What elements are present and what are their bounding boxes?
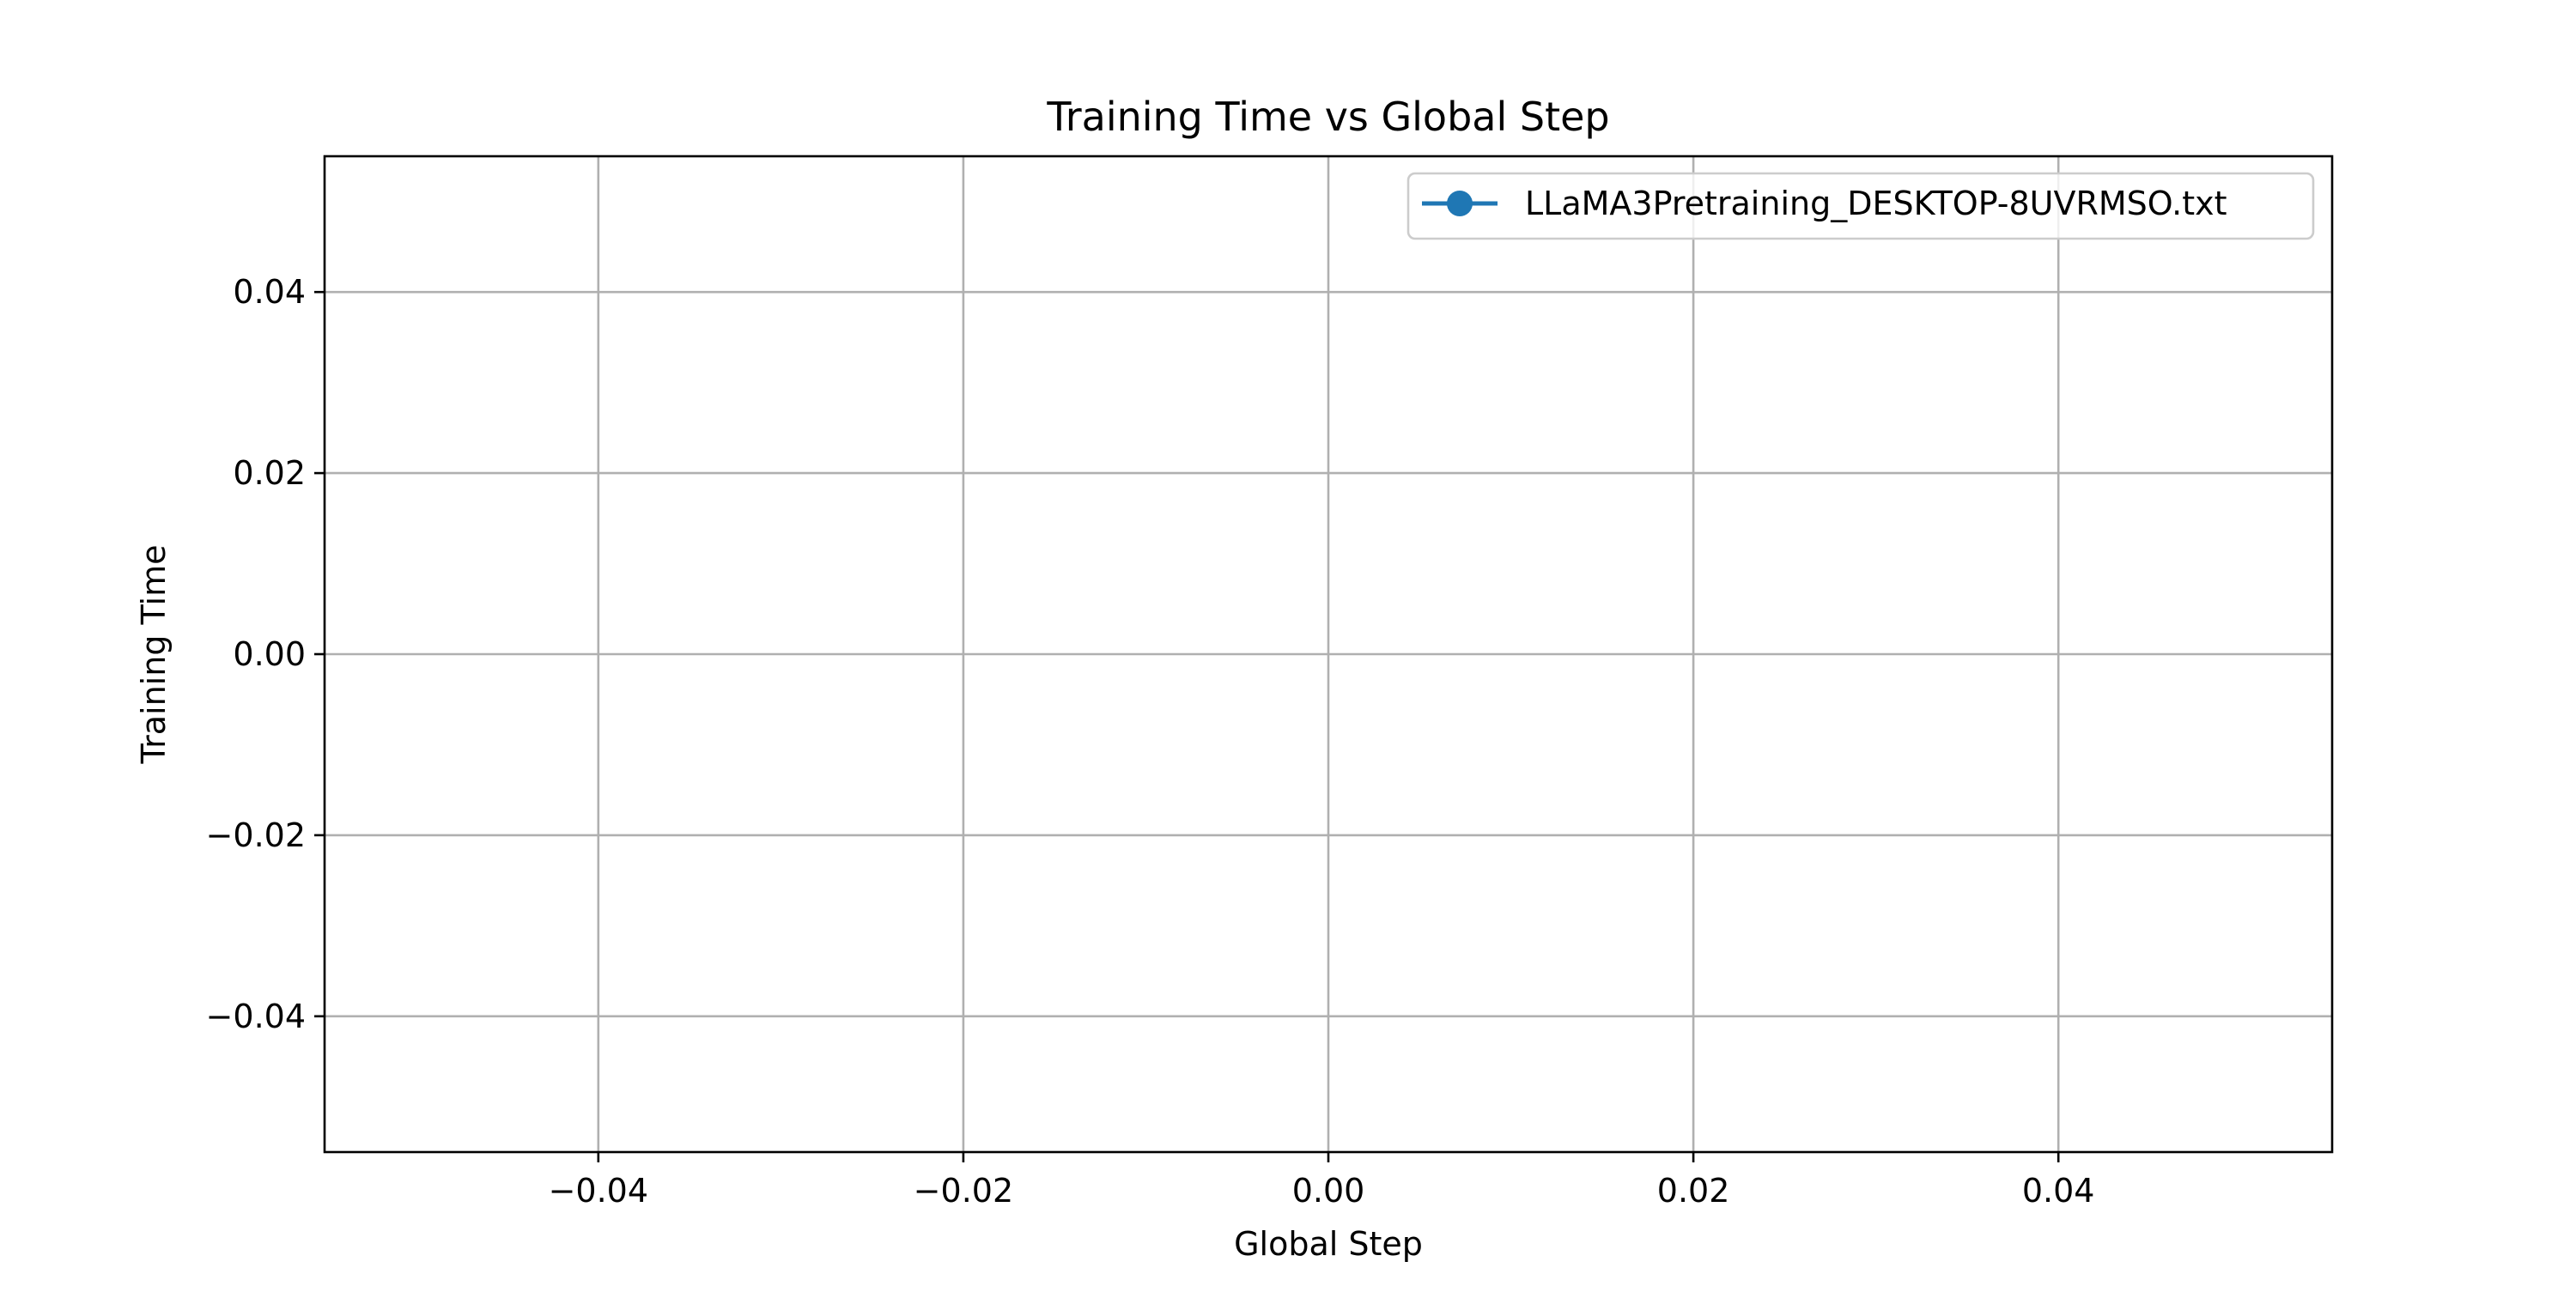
y-tick-label: 0.04 (233, 273, 306, 311)
chart-title: Training Time vs Global Step (1046, 94, 1609, 140)
y-axis-label: Training Time (135, 544, 173, 764)
x-tick-label: 0.00 (1292, 1172, 1365, 1210)
y-tick-label: −0.02 (206, 816, 306, 854)
legend-frame (1406, 172, 2315, 240)
y-tick-label: 0.02 (233, 454, 306, 492)
x-tick-label: 0.02 (1657, 1172, 1730, 1210)
legend-marker-circle (1447, 191, 1473, 216)
x-tick-label: 0.04 (2022, 1172, 2095, 1210)
y-tick-label: 0.00 (233, 635, 306, 673)
x-tick-label: −0.04 (549, 1172, 648, 1210)
legend: LLaMA3Pretraining_DESKTOP-8UVRMSO.txt (1406, 172, 2315, 240)
legend-entry-label: LLaMA3Pretraining_DESKTOP-8UVRMSO.txt (1525, 185, 2227, 222)
y-tick-label: −0.04 (206, 998, 306, 1035)
grid-lines (325, 156, 2332, 1152)
x-axis-ticks: −0.04 −0.02 0.00 0.02 0.04 (549, 1152, 2095, 1210)
x-axis-label: Global Step (1234, 1225, 1423, 1263)
x-tick-label: −0.02 (914, 1172, 1013, 1210)
y-axis-ticks: −0.04 −0.02 0.00 0.02 0.04 (206, 273, 325, 1035)
